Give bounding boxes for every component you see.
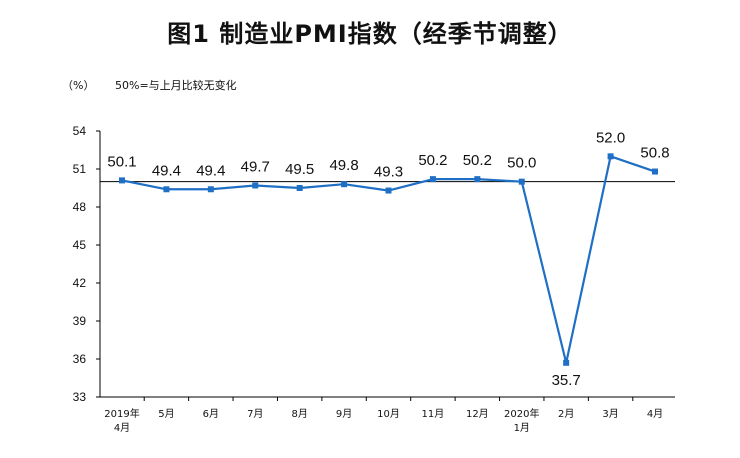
- y-tick-label: 39: [73, 314, 87, 328]
- chart-title: 图1 制造业PMI指数（经季节调整）: [167, 20, 573, 48]
- data-point: [385, 187, 392, 194]
- data-point: [518, 178, 525, 185]
- chart-series: [119, 153, 658, 366]
- data-point: [563, 359, 570, 366]
- data-label: 50.8: [640, 145, 669, 162]
- x-tick-label: 5月: [158, 408, 174, 420]
- data-point: [163, 186, 170, 193]
- y-tick-label: 33: [73, 390, 87, 404]
- x-tick-label: 3月: [602, 408, 618, 420]
- y-unit-label: （%）: [62, 79, 95, 92]
- data-point: [341, 181, 348, 188]
- chart-ticks: 33 36 39 42 45 48 51 54 2019年 4月 5月 6月 7月 8月 9月 10月 11月 1…: [73, 124, 664, 434]
- data-label: 49.4: [196, 162, 225, 179]
- x-tick-label: 11月: [422, 408, 445, 420]
- data-label: 52.0: [596, 129, 625, 146]
- x-tick-label: 4月: [647, 408, 663, 420]
- y-tick-label: 51: [73, 162, 87, 176]
- data-point: [652, 168, 658, 175]
- y-tick-label: 45: [73, 238, 87, 252]
- x-tick-label: 9月: [336, 408, 352, 420]
- x-tick-label: 2019年: [104, 407, 139, 420]
- data-label: 50.2: [463, 152, 492, 169]
- data-point: [429, 176, 436, 183]
- data-point: [296, 185, 303, 191]
- data-point: [474, 176, 481, 183]
- x-tick-label: 7月: [247, 408, 263, 420]
- data-point: [119, 177, 125, 184]
- x-tick-label: 2020年: [504, 407, 539, 420]
- chart-data-labels: 50.1 49.4 49.4 49.7 49.5 49.8 49.3 50.2 50.2 50.0…: [107, 129, 669, 388]
- data-point: [607, 153, 614, 160]
- y-tick-label: 42: [73, 276, 87, 290]
- data-label: 35.7: [552, 372, 581, 389]
- data-label: 49.4: [152, 162, 181, 179]
- data-label: 49.5: [285, 161, 314, 178]
- data-label: 49.7: [241, 158, 270, 175]
- y-tick-label: 54: [73, 124, 87, 138]
- data-label: 50.2: [418, 152, 447, 169]
- x-tick-label: 4月: [114, 422, 130, 434]
- data-label: 49.8: [329, 157, 358, 174]
- y-tick-label: 36: [73, 352, 87, 366]
- series-line: [121, 155, 656, 364]
- x-tick-label: 10月: [377, 408, 400, 420]
- reference-note: 50%=与上月比较无变化: [115, 79, 237, 92]
- data-point: [207, 186, 214, 193]
- data-point: [252, 182, 259, 189]
- data-label: 49.3: [374, 164, 403, 181]
- data-label: 50.1: [107, 153, 136, 170]
- x-tick-label: 8月: [291, 408, 307, 420]
- y-tick-label: 48: [73, 200, 87, 214]
- x-tick-label: 12月: [466, 408, 489, 420]
- chart-axes: [99, 131, 675, 398]
- x-tick-label: 6月: [203, 408, 219, 420]
- x-tick-label: 1月: [514, 422, 530, 434]
- data-label: 50.0: [507, 155, 536, 172]
- x-tick-label: 2月: [558, 408, 574, 420]
